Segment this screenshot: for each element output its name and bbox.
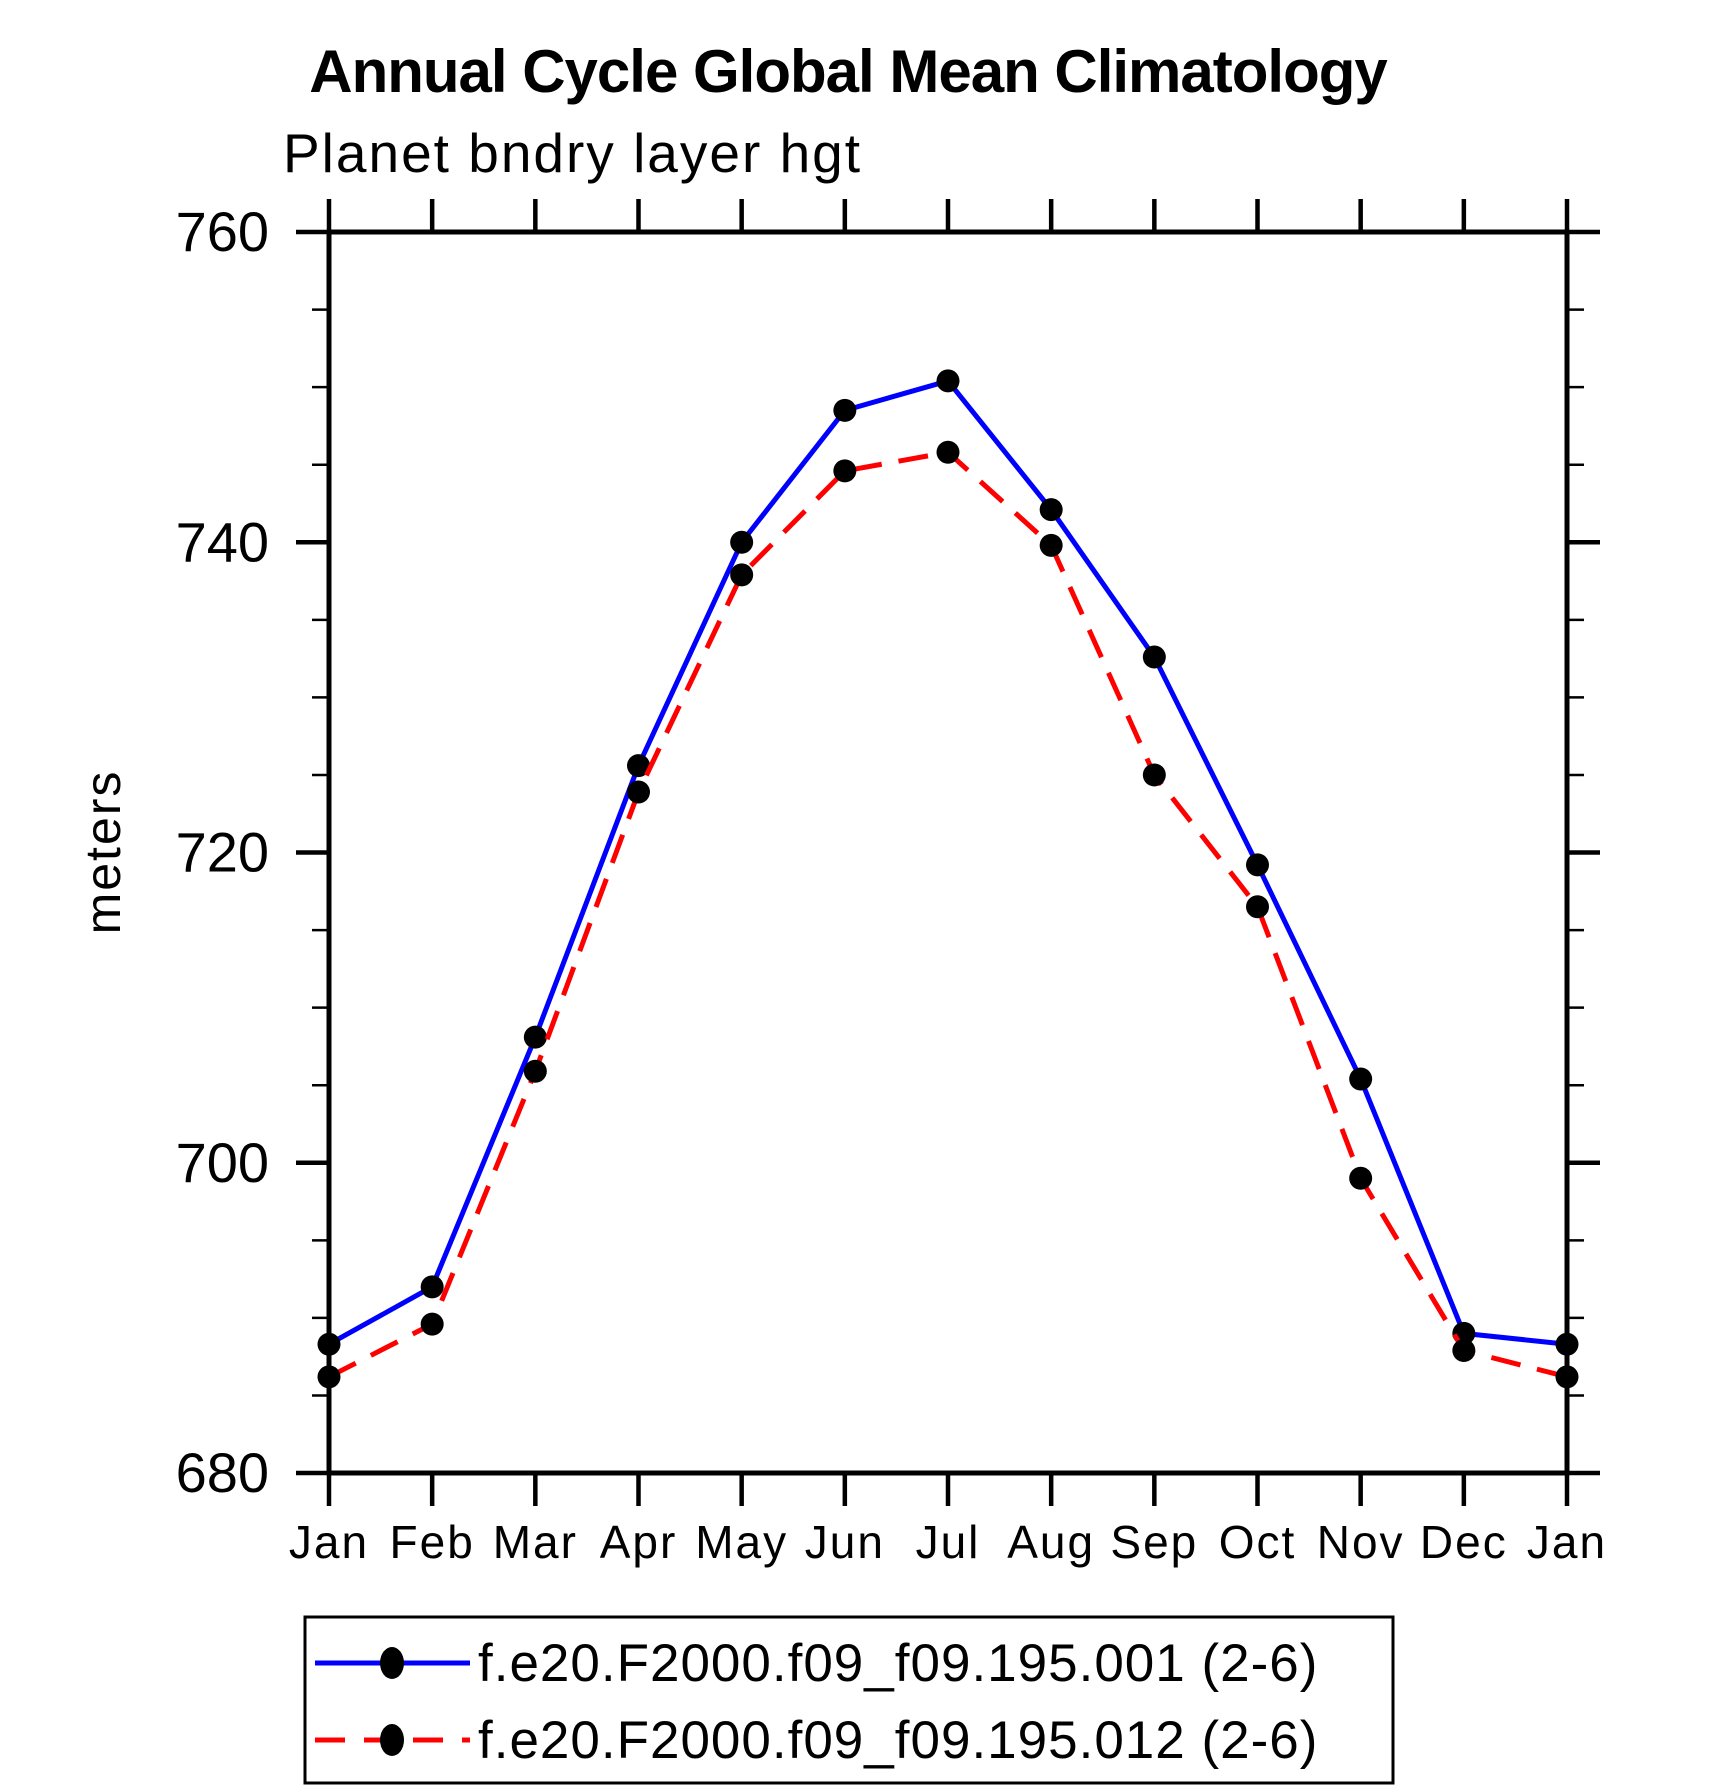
data-point (1452, 1338, 1476, 1362)
data-point (730, 530, 754, 554)
x-tick-label: Apr (600, 1516, 678, 1568)
y-tick-label: 760 (176, 200, 269, 263)
data-point (1349, 1166, 1373, 1190)
legend-label: f.e20.F2000.f09_f09.195.012 (2-6) (478, 1711, 1318, 1770)
axes-layer: 680 700 720 740 760 Jan Feb Mar Apr May Jun Jul Aug S… (176, 199, 1607, 1568)
data-point (1555, 1332, 1579, 1356)
y-tick-label: 720 (176, 821, 269, 884)
x-tick-label: Nov (1317, 1516, 1405, 1568)
x-tick-label: Feb (390, 1516, 475, 1568)
data-point (317, 1365, 341, 1389)
data-point (833, 398, 857, 422)
data-point (1039, 533, 1063, 557)
data-point (523, 1025, 547, 1049)
data-point (420, 1312, 444, 1336)
y-tick-label: 680 (176, 1441, 269, 1504)
data-point (523, 1059, 547, 1083)
x-tick-label: Aug (1007, 1516, 1095, 1568)
x-tick-label: Jun (805, 1516, 885, 1568)
legend-marker (380, 1724, 404, 1756)
y-tick-label: 740 (176, 510, 269, 573)
data-point (420, 1275, 444, 1299)
legend-box (303, 1615, 1395, 1785)
x-tick-label: Sep (1110, 1516, 1198, 1568)
data-point (317, 1332, 341, 1356)
x-tick-label: Jan (1527, 1516, 1607, 1568)
data-point (1142, 645, 1166, 669)
chart-subtitle: Planet bndry layer hgt (283, 122, 862, 184)
data-point (730, 563, 754, 587)
data-point (627, 780, 650, 804)
data-point (1039, 498, 1063, 522)
plot-frame (326, 229, 1570, 1476)
data-point (1555, 1365, 1579, 1389)
x-tick-label: Jul (916, 1516, 981, 1568)
data-point (833, 459, 857, 483)
y-tick-label: 700 (176, 1131, 269, 1194)
legend-marker (380, 1647, 404, 1679)
chart-title: Annual Cycle Global Mean Climatology (309, 38, 1388, 105)
x-tick-label: Jan (289, 1516, 369, 1568)
x-tick-label: Dec (1420, 1516, 1508, 1568)
data-point (936, 440, 960, 464)
data-point (936, 369, 960, 393)
data-point (1349, 1067, 1373, 1091)
data-point (627, 754, 650, 778)
x-tick-label: Mar (493, 1516, 578, 1568)
series-line-0 (327, 378, 1568, 1347)
legend-layer: f.e20.F2000.f09_f09.195.001 (2-6) f.e20.F… (303, 1615, 1395, 1785)
series-layer (317, 369, 1579, 1389)
data-point (1246, 895, 1269, 919)
data-point (1246, 853, 1269, 877)
data-point (1142, 763, 1166, 787)
x-tick-label: May (695, 1516, 788, 1568)
legend-label: f.e20.F2000.f09_f09.195.001 (2-6) (478, 1634, 1318, 1693)
series-line-1 (327, 449, 1568, 1380)
y-axis-label: meters (75, 770, 131, 935)
x-tick-label: Oct (1219, 1516, 1297, 1568)
